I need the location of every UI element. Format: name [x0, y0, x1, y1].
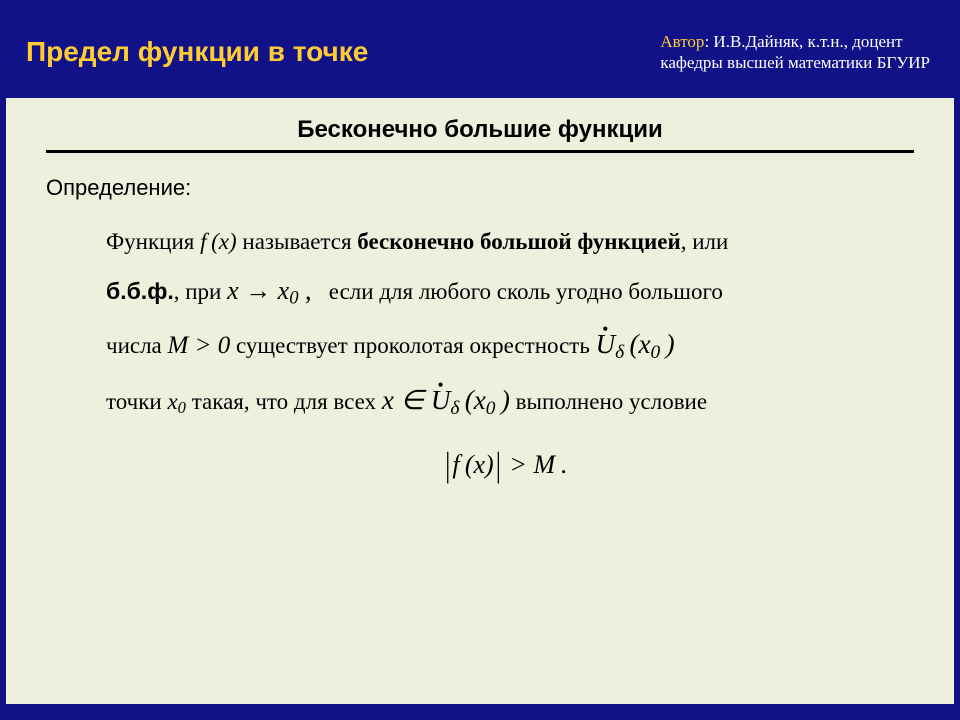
author-block: Автор: И.В.Дайняк, к.т.н., доцент кафедр… [660, 31, 930, 74]
author-label: Автор [660, 32, 704, 51]
text-comma-if: , [299, 276, 312, 305]
text-bbf-full: бесконечно большой функцией [357, 229, 680, 254]
author-line-1: : И.В.Дайняк, к.т.н., доцент [704, 32, 902, 51]
final-inequality: |f (x)| > M . [106, 439, 904, 491]
math-x-in-U: x ∈ •Uδ (x0 ) [382, 385, 510, 415]
text-exists: существует проколотая окрестность [236, 333, 596, 358]
section-title: Бесконечно большие функции [46, 116, 914, 144]
text-holds: выполнено условие [516, 389, 707, 414]
slide-content: Бесконечно большие функции Определение: … [6, 98, 954, 704]
text-or: , или [681, 229, 729, 254]
eq-fx: f (x) [452, 450, 493, 479]
math-limit: x → x0 [227, 276, 298, 305]
math-fx: f (x) [200, 229, 237, 254]
text-bbf-short: б.б.ф. [106, 278, 174, 304]
section-rule [46, 150, 914, 153]
abs-bar-left: | [443, 429, 452, 499]
text-called: называется [242, 229, 357, 254]
slide-frame: Предел функции в точке Автор: И.В.Дайняк… [6, 6, 954, 714]
text-point: точки [106, 389, 167, 414]
author-line-2: кафедры высшей математики БГУИР [660, 53, 930, 72]
slide-title: Предел функции в точке [26, 36, 660, 68]
math-neighborhood-1: •Uδ (x0 ) [596, 329, 675, 359]
eq-gt-M: > M [503, 450, 555, 479]
text-such-that: такая, что для всех [186, 389, 382, 414]
abs-bar-right: | [494, 429, 503, 499]
math-M-gt-0: M > 0 [168, 332, 231, 359]
text-function: Функция [106, 229, 200, 254]
definition-body: Функция f (x) называется бесконечно боль… [46, 219, 914, 491]
definition-label: Определение: [46, 175, 914, 201]
text-at: , при [174, 279, 227, 304]
eq-period: . [555, 450, 567, 479]
text-number: числа [106, 333, 168, 358]
math-x0: x0 [167, 389, 186, 414]
slide-header: Предел функции в точке Автор: И.В.Дайняк… [6, 6, 954, 98]
footer-bar [6, 704, 954, 714]
text-if-any: если для любого сколь угодно большого [317, 279, 723, 304]
